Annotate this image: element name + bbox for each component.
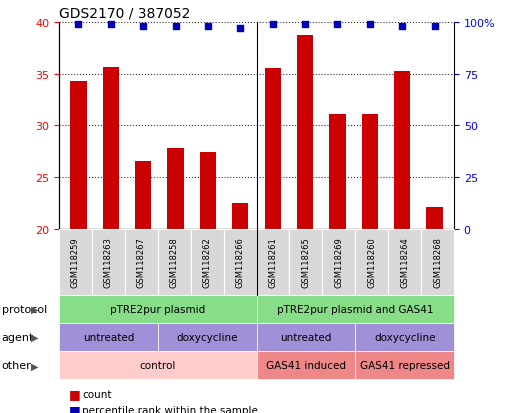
Bar xyxy=(265,69,281,229)
Point xyxy=(366,21,374,28)
Text: GSM118259: GSM118259 xyxy=(71,237,80,287)
Text: doxycycline: doxycycline xyxy=(176,332,238,342)
Text: GSM118268: GSM118268 xyxy=(433,237,442,287)
Bar xyxy=(103,68,119,229)
Bar xyxy=(232,203,248,229)
Text: ▶: ▶ xyxy=(31,304,38,314)
Bar xyxy=(167,149,184,229)
Text: pTRE2pur plasmid and GAS41: pTRE2pur plasmid and GAS41 xyxy=(277,304,433,314)
Text: percentile rank within the sample: percentile rank within the sample xyxy=(82,405,258,413)
Text: other: other xyxy=(2,361,31,370)
Text: GSM118266: GSM118266 xyxy=(235,237,245,287)
Point xyxy=(236,26,244,32)
Text: ▶: ▶ xyxy=(31,332,38,342)
Text: GSM118267: GSM118267 xyxy=(137,237,146,287)
Bar xyxy=(135,162,151,229)
Text: GSM118265: GSM118265 xyxy=(301,237,310,287)
Point xyxy=(204,24,212,30)
Text: ■: ■ xyxy=(69,403,81,413)
Text: doxycycline: doxycycline xyxy=(374,332,436,342)
Text: ▶: ▶ xyxy=(31,361,38,370)
Point xyxy=(107,21,115,28)
Text: GSM118264: GSM118264 xyxy=(400,237,409,287)
Text: pTRE2pur plasmid: pTRE2pur plasmid xyxy=(110,304,205,314)
Bar xyxy=(70,82,87,229)
Text: count: count xyxy=(82,389,112,399)
Point xyxy=(333,21,342,28)
Text: untreated: untreated xyxy=(280,332,331,342)
Point xyxy=(171,24,180,30)
Point xyxy=(398,24,406,30)
Text: GDS2170 / 387052: GDS2170 / 387052 xyxy=(59,6,190,20)
Bar xyxy=(362,114,378,229)
Text: GSM118260: GSM118260 xyxy=(367,237,376,287)
Text: GSM118261: GSM118261 xyxy=(268,237,278,287)
Text: GSM118262: GSM118262 xyxy=(203,237,212,287)
Text: GSM118258: GSM118258 xyxy=(170,237,179,287)
Text: GAS41 induced: GAS41 induced xyxy=(266,361,346,370)
Bar xyxy=(297,36,313,229)
Point xyxy=(74,21,83,28)
Bar xyxy=(426,207,443,229)
Text: control: control xyxy=(140,361,176,370)
Text: agent: agent xyxy=(2,332,34,342)
Text: ■: ■ xyxy=(69,387,81,401)
Point xyxy=(139,24,147,30)
Text: GSM118263: GSM118263 xyxy=(104,237,113,287)
Text: protocol: protocol xyxy=(2,304,47,314)
Text: untreated: untreated xyxy=(83,332,134,342)
Bar xyxy=(394,72,410,229)
Text: GAS41 repressed: GAS41 repressed xyxy=(360,361,449,370)
Point xyxy=(301,21,309,28)
Point xyxy=(269,21,277,28)
Point xyxy=(430,24,439,30)
Text: GSM118269: GSM118269 xyxy=(334,237,343,287)
Bar xyxy=(329,114,346,229)
Bar xyxy=(200,153,216,229)
